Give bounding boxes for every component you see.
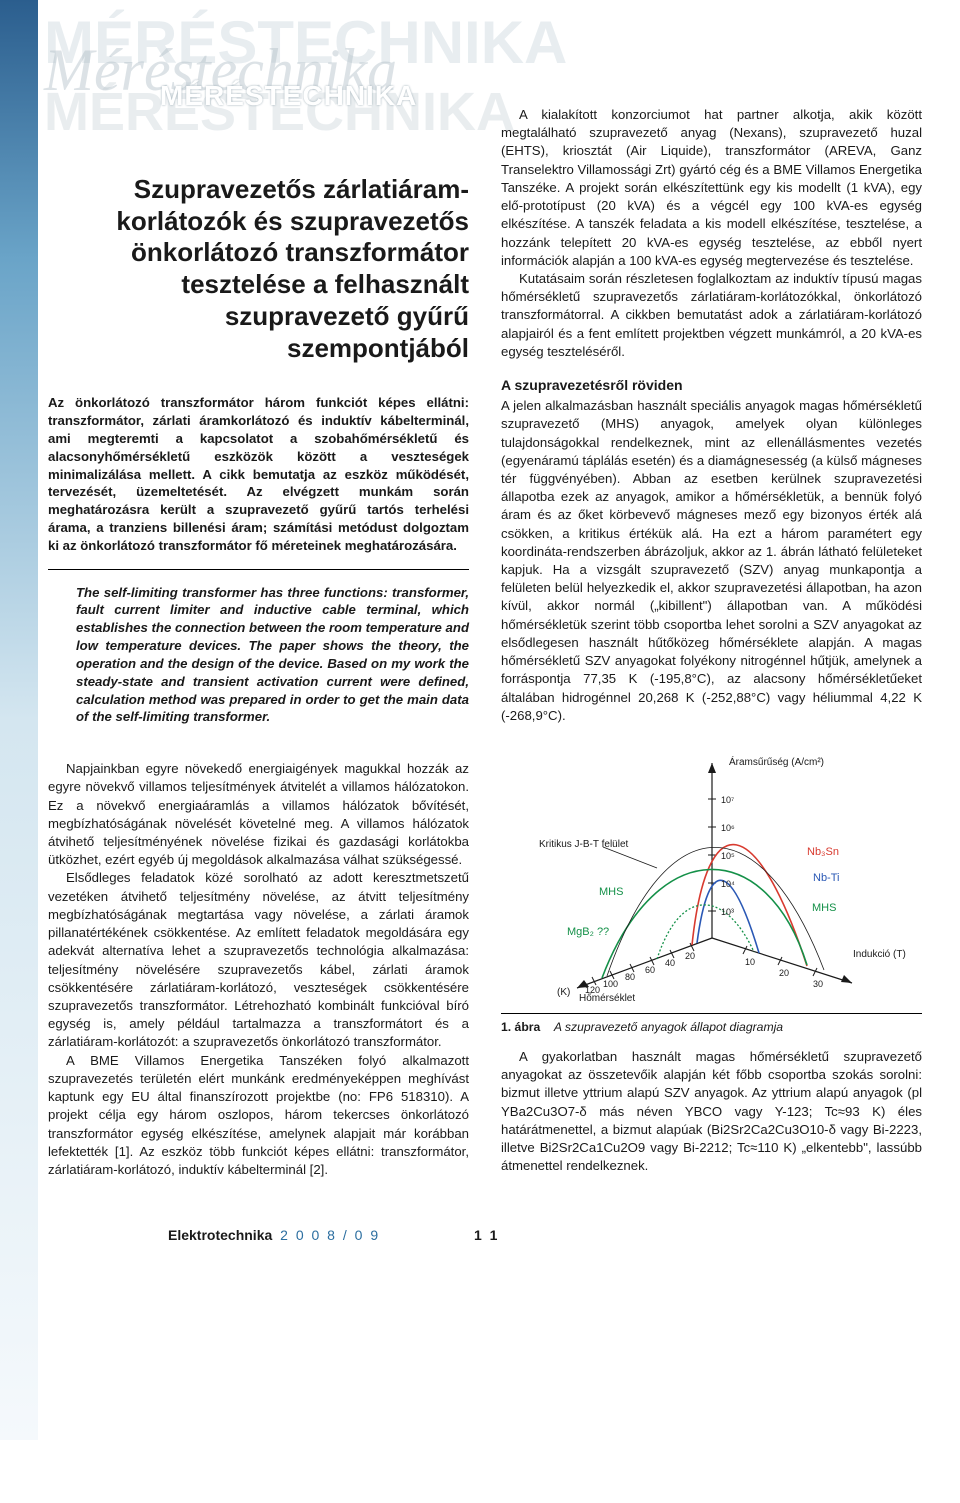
t-tick-2: 60: [645, 965, 655, 975]
footer-issue: 2 0 0 8 / 0 9: [280, 1227, 380, 1243]
body-paragraph: A gyakorlatban használt magas hőmérsékle…: [501, 1048, 922, 1176]
body-paragraph: A kialakított konzorciumot hat partner a…: [501, 106, 922, 270]
body-paragraph: Kutatásaim során részletesen foglalkozta…: [501, 270, 922, 361]
k-unit: (K): [557, 987, 570, 998]
two-column-layout: MÉRÉSTECHNIKA Méréstechnika MÉRÉSTECHNIK…: [48, 0, 922, 1179]
label-nb3sn: Nb₃Sn: [807, 846, 839, 858]
axis-j-label: Áramsűrűség (A/cm²): [729, 755, 824, 768]
axis-b-label: Indukció (T): [853, 949, 906, 960]
j-tick-4: 10⁷: [721, 795, 734, 805]
j-tick-0: 10³: [721, 907, 734, 917]
figure-1-caption-label: 1. ábra: [501, 1020, 540, 1034]
content-area: MÉRÉSTECHNIKA Méréstechnika MÉRÉSTECHNIK…: [0, 0, 960, 1267]
label-mhs-r: MHS: [812, 902, 836, 914]
footer-journal: Elektrotechnika: [168, 1227, 272, 1243]
b-tick-0: 10: [745, 957, 755, 967]
j-tick-3: 10⁶: [721, 823, 735, 833]
figure-1-caption-text: A szupravezető anyagok állapot diagramja: [554, 1020, 783, 1034]
j-tick-2: 10⁵: [721, 851, 735, 861]
footer-page-number: 1 1: [474, 1227, 499, 1243]
label-mhs-l: MHS: [599, 886, 623, 898]
sc-phase-diagram: 10³ 10⁴ 10⁵ 10⁶ 10⁷ 20 40 60 80 100 120: [507, 743, 917, 1003]
t-tick-0: 20: [685, 951, 695, 961]
page-footer: Elektrotechnika 2 0 0 8 / 0 9 1 1: [48, 1219, 922, 1267]
b-tick-1: 20: [779, 968, 789, 978]
t-tick-4: 100: [603, 979, 618, 989]
abstract-hungarian: Az önkorlátozó transzformátor három funk…: [48, 394, 469, 554]
section-label: MÉRÉSTECHNIKA: [160, 80, 417, 112]
axis-t-label: Hőmérséklet: [579, 993, 635, 1003]
left-column: MÉRÉSTECHNIKA Méréstechnika MÉRÉSTECHNIK…: [48, 0, 469, 1179]
abstract-divider: [48, 569, 469, 570]
body-paragraph: A BME Villamos Energetika Tanszéken foly…: [48, 1052, 469, 1180]
body-paragraph: A jelen alkalmazásban használt speciális…: [501, 397, 922, 725]
t-tick-1: 40: [665, 958, 675, 968]
label-surface: Kritikus J-B-T felület: [539, 839, 629, 850]
section-header: MÉRÉSTECHNIKA Méréstechnika MÉRÉSTECHNIK…: [48, 18, 469, 128]
body-paragraph: Napjainkban egyre növekedő energiaigénye…: [48, 760, 469, 869]
figure-1-caption: 1. ábra A szupravezető anyagok állapot d…: [501, 1013, 922, 1034]
figure-1: 10³ 10⁴ 10⁵ 10⁶ 10⁷ 20 40 60 80 100 120: [501, 743, 922, 1034]
b-tick-2: 30: [813, 979, 823, 989]
subheading: A szupravezetésről röviden: [501, 377, 922, 393]
article-title: Szupravezetős zárlatiáram-korlátozók és …: [48, 174, 469, 364]
j-tick-1: 10⁴: [721, 879, 735, 889]
body-paragraph: Elsődleges feladatok közé sorolható az a…: [48, 869, 469, 1051]
label-mgb2: MgB₂ ??: [567, 926, 609, 938]
left-gradient-strip: [0, 0, 38, 1440]
left-body: Napjainkban egyre növekedő energiaigénye…: [48, 760, 469, 1179]
right-column: A kialakított konzorciumot hat partner a…: [501, 0, 922, 1179]
label-nbti: Nb-Ti: [813, 872, 839, 884]
t-tick-3: 80: [625, 972, 635, 982]
page: MÉRÉSTECHNIKA Méréstechnika MÉRÉSTECHNIK…: [0, 0, 960, 1267]
abstract-english: The self-limiting transformer has three …: [48, 584, 469, 727]
